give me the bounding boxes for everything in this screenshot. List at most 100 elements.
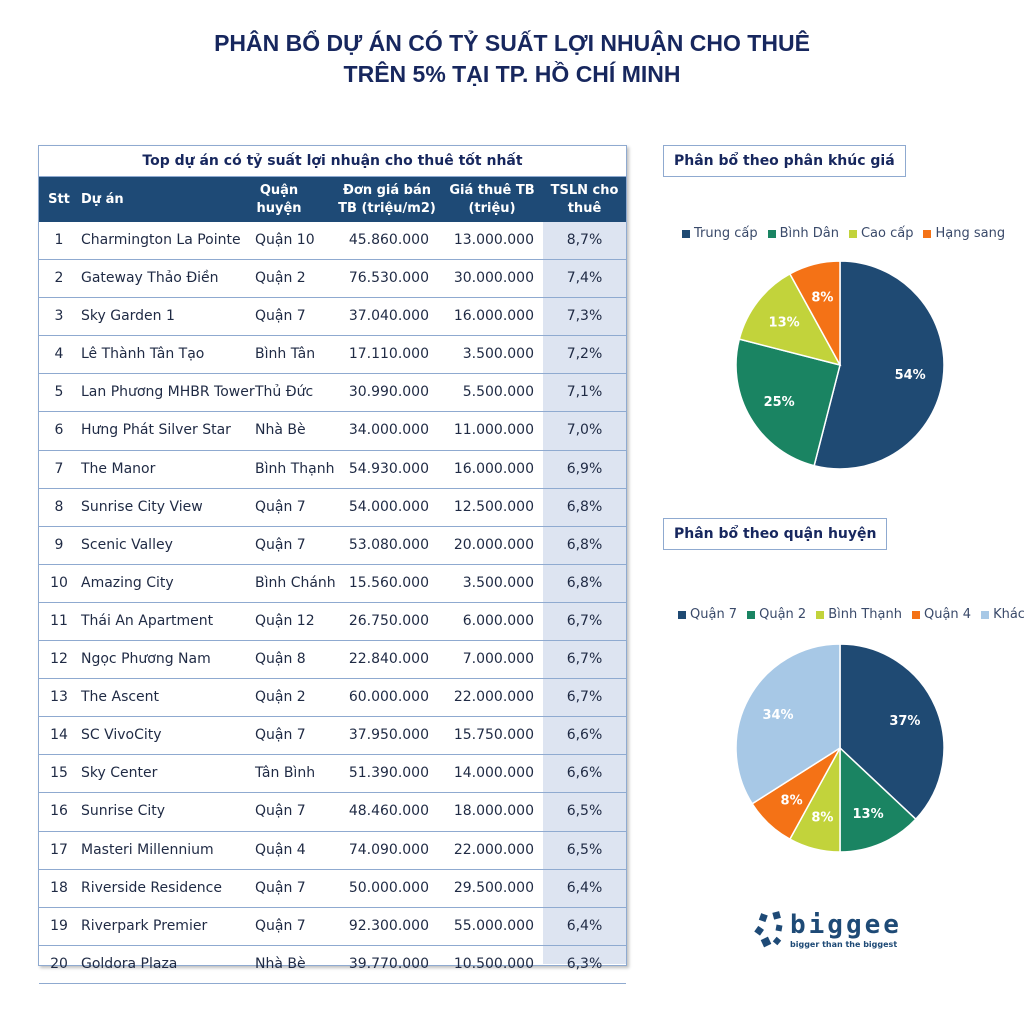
- row-district: Quận 10: [255, 232, 315, 248]
- row-rent: 14.000.000: [453, 765, 534, 782]
- legend-label: Quận 2: [759, 607, 807, 622]
- row-yield: 6,5%: [566, 841, 603, 858]
- row-yield: 6,5%: [566, 803, 603, 820]
- row-rent: 16.000.000: [453, 460, 534, 477]
- row-district: Quận 2: [255, 689, 306, 706]
- page-title: PHÂN BỔ DỰ ÁN CÓ TỶ SUẤT LỢI NHUẬN CHO T…: [0, 28, 1024, 90]
- row-project: Riverside Residence: [81, 879, 222, 896]
- row-price: 54.000.000: [348, 498, 429, 515]
- row-district: Bình Thạnh: [255, 460, 335, 477]
- row-rent: 18.000.000: [453, 803, 534, 820]
- row-stt: 2: [54, 270, 64, 287]
- row-project: The Manor: [81, 460, 156, 477]
- row-yield: 6,7%: [566, 651, 603, 668]
- row-project: Sunrise City: [81, 803, 166, 820]
- row-yield: 6,7%: [566, 612, 603, 629]
- row-stt: 9: [54, 536, 64, 553]
- row-price: 53.080.000: [348, 536, 429, 553]
- row-project: Ngọc Phương Nam: [81, 651, 211, 668]
- pie-slice: [735, 643, 841, 805]
- row-yield: 6,3%: [566, 955, 603, 972]
- row-district: Quận 7: [255, 917, 306, 934]
- row-rent: 55.000.000: [453, 917, 534, 934]
- row-yield: 7,4%: [566, 270, 603, 287]
- table-row: 10 Amazing City Bình Chánh 15.560.000 3.500.…: [39, 565, 626, 603]
- row-stt: 10: [50, 574, 68, 591]
- projects-table: Top dự án có tỷ suất lợi nhuận cho thuê …: [38, 145, 627, 984]
- biggee-logo: biggee bigger than the biggest: [754, 910, 934, 955]
- row-stt: 20: [50, 955, 68, 972]
- row-stt: 16: [50, 803, 68, 820]
- pie-data-label: 8%: [781, 794, 803, 809]
- table-row: 7 The Manor Bình Thạnh 54.930.000 16.000.000…: [39, 451, 626, 489]
- row-yield: 6,8%: [566, 498, 603, 515]
- table-row: 13 The Ascent Quận 2 60.000.000 22.000.000 6,…: [39, 679, 626, 718]
- legend-swatch: [816, 610, 825, 619]
- row-price: 51.390.000: [348, 765, 429, 782]
- row-yield: 8,7%: [566, 232, 603, 248]
- table-row: 19 Riverpark Premier Quận 7 92.300.000 55.00…: [39, 908, 626, 946]
- table-row: 9 Scenic Valley Quận 7 53.080.000 20.000.000…: [39, 527, 626, 565]
- row-district: Quận 7: [255, 536, 306, 553]
- header-project: Dự án: [81, 191, 124, 207]
- legend-swatch: [767, 229, 776, 238]
- legend-item: Khác: [981, 607, 1024, 622]
- table-row: 14 SC VivoCity Quận 7 37.950.000 15.750.000 6…: [39, 717, 626, 756]
- row-price: 74.090.000: [348, 841, 429, 858]
- header-district: Quận huyện: [256, 182, 302, 216]
- row-stt: 14: [50, 727, 68, 744]
- row-price: 92.300.000: [348, 917, 429, 934]
- row-rent: 6.000.000: [462, 612, 534, 629]
- row-project: Sky Center: [81, 765, 158, 782]
- row-stt: 17: [50, 841, 68, 858]
- row-yield: 6,4%: [566, 917, 603, 934]
- row-stt: 15: [50, 765, 68, 782]
- pie-data-label: 34%: [762, 708, 793, 723]
- legend-swatch: [678, 610, 686, 619]
- logo-mark-icon: [754, 911, 783, 948]
- row-yield: 7,0%: [566, 422, 603, 439]
- pie-data-label: 8%: [811, 810, 833, 825]
- pie-data-label: 13%: [769, 316, 800, 331]
- row-district: Quận 7: [255, 498, 306, 515]
- legend-label: Trung cấp: [694, 226, 758, 241]
- pie-slice: [738, 272, 842, 367]
- table-row: 18 Riverside Residence Quận 7 50.000.000 29.…: [39, 870, 626, 908]
- legend-item: Hạng sang: [923, 226, 1005, 241]
- row-district: Tân Bình: [255, 765, 316, 782]
- table-row: 5 Lan Phương MHBR Tower Thủ Đức 30.990.000 5…: [39, 374, 626, 413]
- row-price: 45.860.000: [348, 232, 429, 248]
- legend-swatch: [747, 610, 756, 619]
- row-rent: 10.500.000: [453, 955, 534, 972]
- pie-slice: [735, 338, 841, 467]
- chart1-legend: Trung cấp Bình Dân Cao cấp Hạng sang: [682, 226, 1005, 241]
- row-district: Quận 8: [255, 651, 306, 668]
- row-district: Quận 2: [255, 270, 306, 287]
- table-row: 2 Gateway Thảo Điền Quận 2 76.530.000 30.000…: [39, 260, 626, 299]
- row-yield: 7,3%: [566, 308, 603, 325]
- table-header: Stt Dự án Quận huyện Đơn giá bán TB (tri…: [39, 177, 626, 222]
- legend-item: Bình Thạnh: [816, 607, 902, 622]
- legend-item: Quận 4: [911, 607, 971, 622]
- page-title-line1: PHÂN BỔ DỰ ÁN CÓ TỶ SUẤT LỢI NHUẬN CHO T…: [214, 30, 810, 56]
- legend-item: Trung cấp: [682, 226, 758, 241]
- row-district: Nhà Bè: [255, 422, 306, 439]
- legend-label: Khác: [993, 607, 1024, 622]
- table-row: 8 Sunrise City View Quận 7 54.000.000 12.500…: [39, 489, 626, 527]
- logo-wordmark: biggee: [790, 910, 902, 940]
- header-stt: Stt: [48, 191, 70, 207]
- row-project: The Ascent: [81, 689, 160, 706]
- pie-data-label: 25%: [764, 395, 795, 410]
- legend-item: Quận 7: [678, 607, 737, 622]
- row-price: 37.950.000: [348, 727, 429, 744]
- legend-item: Bình Dân: [767, 226, 839, 241]
- row-rent: 3.500.000: [462, 346, 534, 363]
- chart2-legend: Quận 7 Quận 2 Bình Thạnh Quận 4 Khác: [678, 607, 1024, 622]
- row-stt: 11: [50, 612, 68, 629]
- row-project: Sunrise City View: [81, 498, 203, 515]
- row-stt: 8: [54, 498, 64, 515]
- row-stt: 12: [50, 651, 68, 668]
- row-yield: 7,2%: [566, 346, 603, 363]
- row-project: Amazing City: [81, 574, 174, 591]
- table-row: 3 Sky Garden 1 Quận 7 37.040.000 16.000.000 7…: [39, 298, 626, 337]
